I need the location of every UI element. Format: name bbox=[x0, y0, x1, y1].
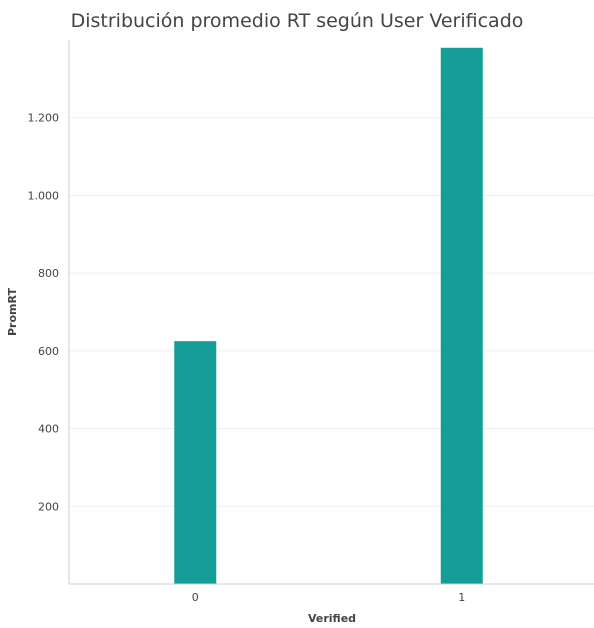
axes bbox=[68, 40, 594, 585]
y-tick-label: 600 bbox=[38, 345, 59, 358]
y-tick-label: 400 bbox=[38, 423, 59, 436]
x-axis-title: Verified bbox=[308, 612, 356, 625]
y-tick-label: 800 bbox=[38, 267, 59, 280]
bar-0[interactable] bbox=[174, 341, 217, 584]
y-tick-label: 1.200 bbox=[28, 112, 60, 125]
y-axis-title: PromRT bbox=[6, 288, 19, 336]
y-tick-label: 1.000 bbox=[28, 189, 60, 202]
grid-lines bbox=[69, 117, 594, 507]
y-tick-labels: 200 400 600 800 1.000 1.200 bbox=[28, 112, 60, 514]
chart-title: Distribución promedio RT según User Veri… bbox=[71, 10, 524, 32]
bars bbox=[174, 47, 483, 585]
x-tick-label: 1 bbox=[458, 591, 465, 604]
y-tick-label: 200 bbox=[38, 500, 59, 513]
x-tick-label: 0 bbox=[192, 591, 199, 604]
bar-1[interactable] bbox=[440, 47, 483, 585]
